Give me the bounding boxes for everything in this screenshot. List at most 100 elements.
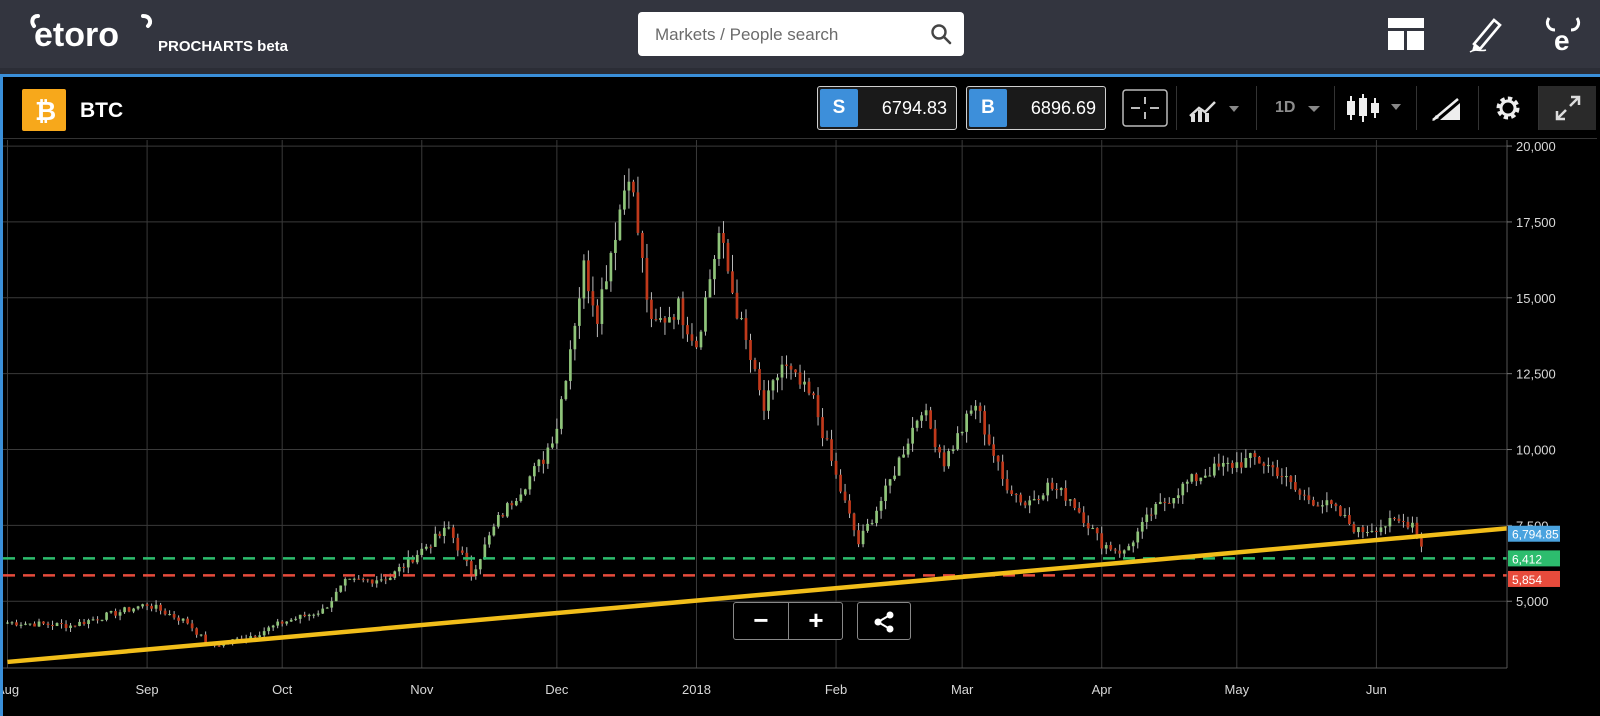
candle-body — [1402, 521, 1405, 523]
candle-body — [1122, 550, 1126, 554]
candle-body — [1140, 522, 1144, 532]
search-input[interactable]: Markets / People search — [638, 12, 964, 56]
candle-body — [1298, 489, 1302, 495]
candle-body — [1077, 508, 1081, 513]
candle-body — [1091, 528, 1095, 530]
sell-price-button[interactable]: S 6794.83 — [817, 86, 957, 130]
candle-body — [150, 605, 153, 609]
etoro-logo[interactable]: etoro — [28, 12, 163, 54]
candle-body — [902, 454, 905, 458]
candle-body — [289, 619, 293, 622]
timeframe-dropdown[interactable]: 1D — [1256, 86, 1332, 130]
y-tick-label: 20,000 — [1516, 140, 1556, 154]
candle-body — [947, 451, 950, 467]
candle-body — [1244, 457, 1248, 468]
candle-body — [803, 381, 806, 385]
candle-body — [749, 339, 752, 361]
candle-body — [1208, 475, 1212, 477]
candle-body — [762, 390, 766, 411]
candle-body — [42, 621, 45, 624]
candle-body — [253, 636, 257, 638]
candle-body — [744, 318, 748, 340]
candle-body — [1131, 542, 1135, 547]
candle-body — [776, 377, 779, 381]
candle-body — [262, 631, 266, 636]
candle-body — [199, 634, 203, 636]
layout-icon[interactable] — [1386, 14, 1426, 54]
candle-body — [451, 527, 455, 538]
candle-body — [100, 619, 104, 621]
candle-body — [1235, 462, 1239, 468]
candle-body — [1086, 523, 1090, 529]
indicator-dropdown[interactable] — [1176, 86, 1254, 130]
level-badge: 5,854 — [1512, 573, 1542, 587]
candle-body — [33, 623, 36, 627]
candle-body — [78, 621, 81, 626]
price-chart[interactable]: 5,0007,50010,00012,50015,00017,50020,000… — [3, 140, 1597, 716]
trendline[interactable] — [7, 526, 1508, 665]
candle-body — [771, 380, 775, 391]
etoro-bull-icon[interactable]: e — [1543, 14, 1583, 54]
chevron-down-icon — [1308, 106, 1320, 112]
share-button[interactable] — [857, 602, 911, 640]
pencil-icon[interactable] — [1466, 14, 1506, 54]
candle-body — [1109, 545, 1113, 550]
logo-text: etoro — [34, 16, 119, 54]
settings-button[interactable] — [1478, 86, 1536, 130]
candle-body — [623, 190, 626, 210]
candle-body — [677, 298, 680, 320]
level-badge-bg — [1508, 550, 1560, 567]
candle-body — [978, 405, 982, 412]
candle-body — [1253, 453, 1257, 458]
candle-body — [1330, 500, 1333, 505]
candle-body — [433, 533, 437, 547]
candle-body — [123, 607, 126, 613]
candle-body — [1375, 530, 1378, 532]
candle-body — [397, 566, 401, 572]
candle-body — [154, 604, 158, 609]
candle-body — [1158, 501, 1162, 505]
candle-body — [136, 606, 140, 609]
candle-body — [726, 242, 730, 272]
candle-body — [1095, 528, 1099, 534]
candle-body — [442, 527, 446, 536]
x-axis: Aug Sep Oct Nov Dec 2018 Feb Mar Apr May Jun — [3, 667, 1507, 697]
candle-body — [852, 513, 856, 531]
candle-body — [879, 501, 883, 511]
candle-body — [974, 405, 977, 411]
candle-body — [713, 258, 716, 280]
candle-body — [379, 579, 383, 581]
candle-body — [1212, 463, 1216, 476]
candle-body — [132, 608, 135, 612]
y-tick-label: 15,000 — [1516, 291, 1556, 306]
buy-tag: B — [969, 89, 1007, 127]
crosshair-button[interactable] — [1112, 86, 1174, 130]
search-icon[interactable] — [930, 23, 952, 45]
candle-body — [672, 317, 676, 320]
zoom-in-button[interactable]: + — [808, 605, 824, 635]
fullscreen-button[interactable] — [1538, 86, 1596, 130]
candle-body — [1289, 476, 1293, 483]
candle-body — [537, 459, 541, 467]
candle-body — [1145, 514, 1149, 523]
candle-body — [897, 457, 901, 476]
candle-body — [636, 192, 640, 233]
candle-body — [1041, 495, 1045, 500]
candle-body — [1257, 457, 1261, 464]
trendline-path[interactable] — [7, 526, 1508, 665]
asset-symbol[interactable]: BTC — [80, 99, 124, 122]
candle-body — [1294, 482, 1297, 490]
chart-toolbar — [3, 77, 1597, 139]
candle-body — [429, 546, 433, 548]
candle-body — [1217, 463, 1221, 467]
candle-body — [731, 271, 734, 293]
candle-body — [1059, 488, 1063, 491]
candle-type-dropdown[interactable] — [1334, 86, 1414, 130]
buy-price-button[interactable]: B 6896.69 — [966, 86, 1106, 130]
candle-body — [469, 561, 473, 577]
level-badge-bg — [1508, 570, 1560, 587]
candle-body — [708, 279, 712, 298]
candle-body — [618, 209, 622, 240]
zoom-out-button[interactable]: − — [753, 605, 769, 635]
drawing-tools-button[interactable] — [1416, 86, 1476, 130]
